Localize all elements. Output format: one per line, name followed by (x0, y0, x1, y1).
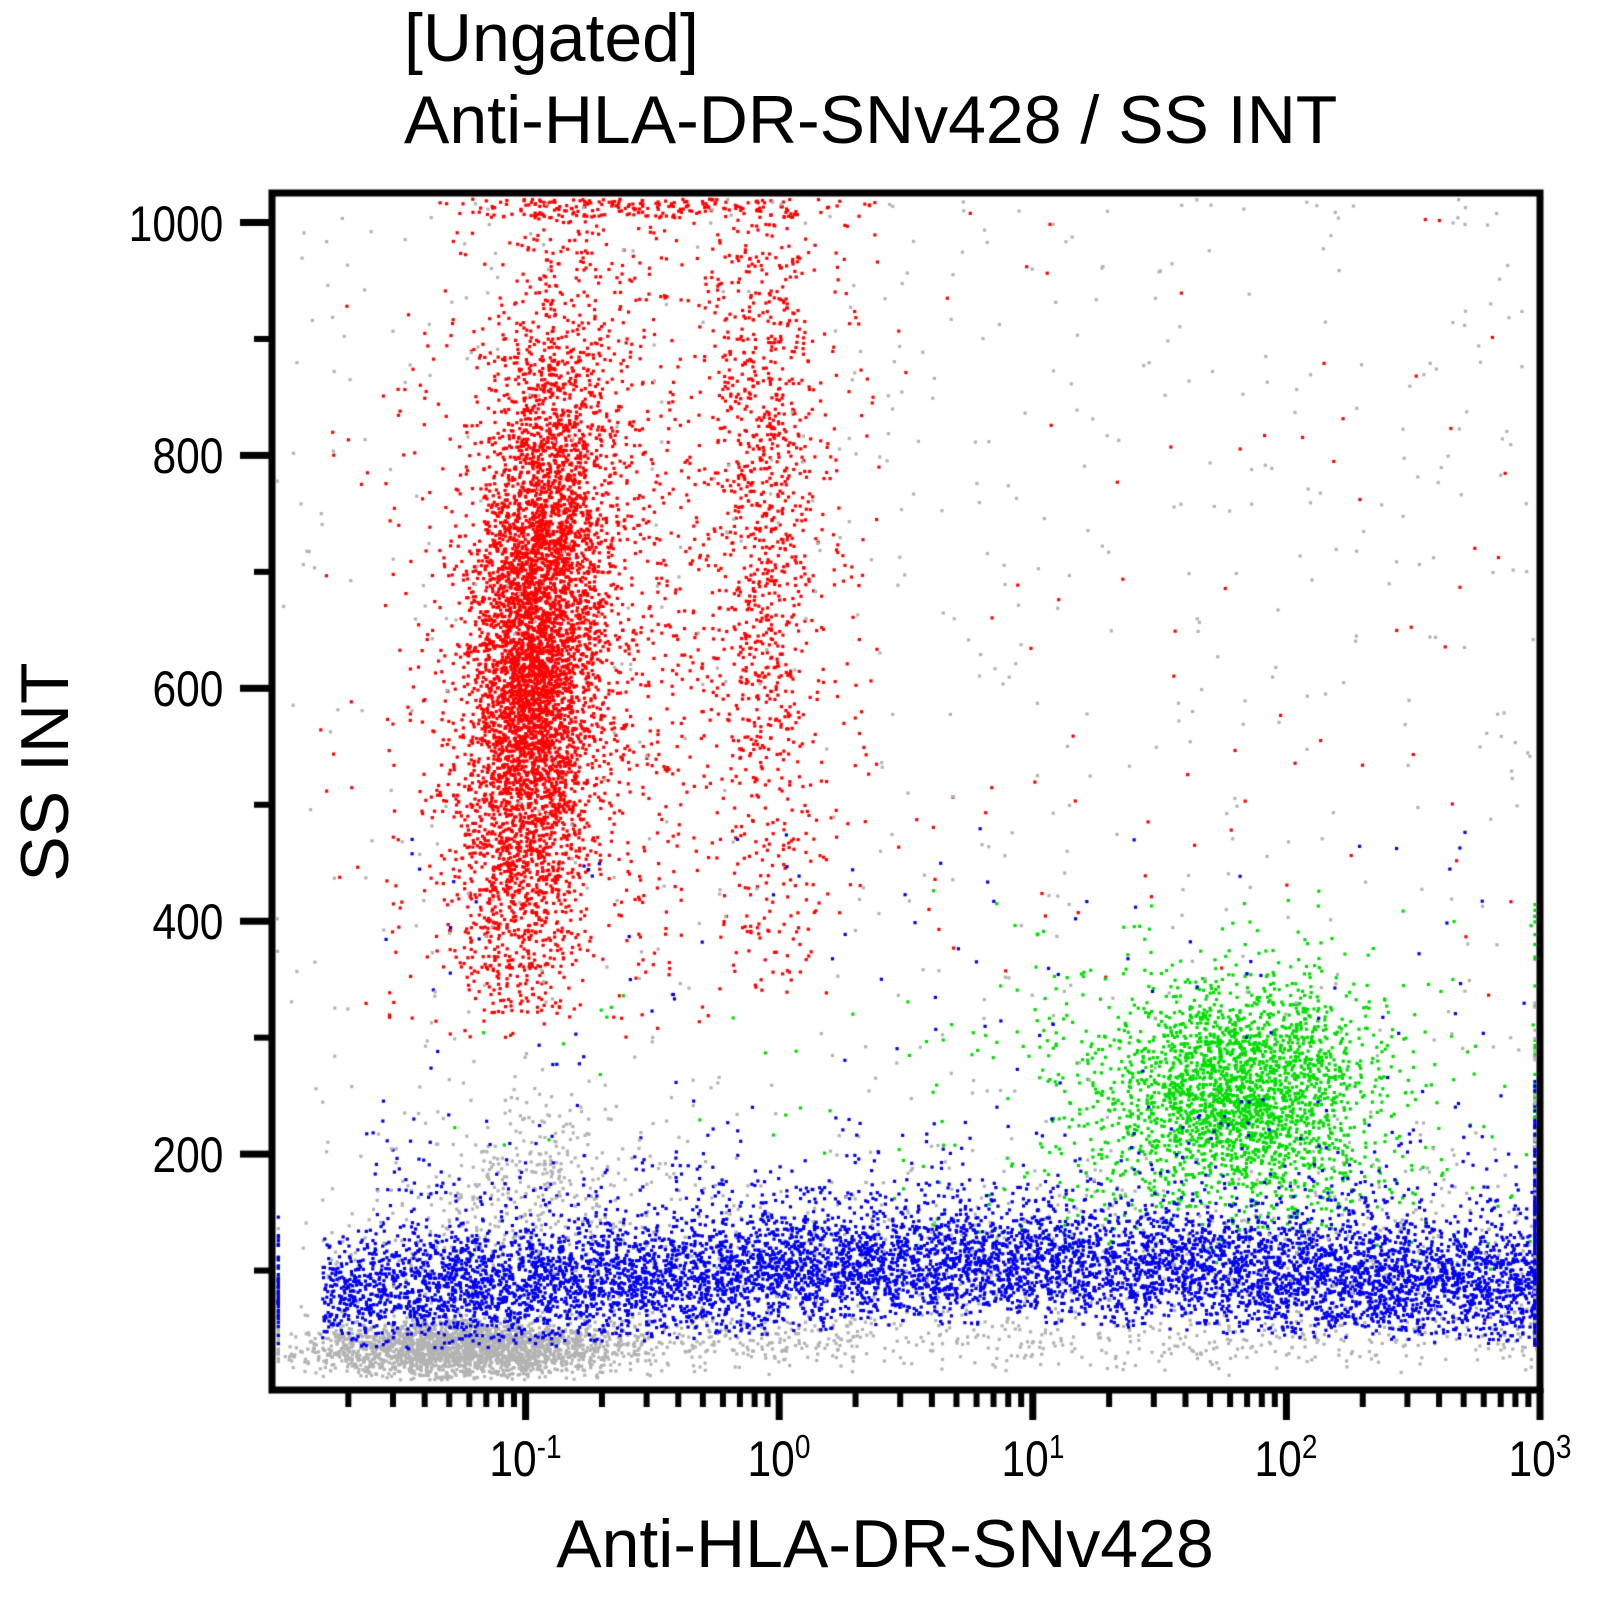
x-tick-label-10e2: 102 (1254, 1428, 1318, 1487)
x-tick-label-10e3: 103 (1508, 1428, 1572, 1487)
y-tick-label-600: 600 (152, 661, 223, 718)
gate-name: [Ungated] (404, 0, 699, 76)
x-tick-label-10e0: 100 (747, 1428, 811, 1487)
x-axis-label: Anti-HLA-DR-SNv428 (556, 1506, 1214, 1582)
chart-title: [Ungated] Anti-HLA-DR-SNv428 / SS INT (404, 0, 1337, 161)
y-tick-label-200: 200 (152, 1127, 223, 1184)
y-tick-label-400: 400 (152, 894, 223, 951)
y-tick-label-1000: 1000 (128, 195, 223, 252)
parameter-pair-title: Anti-HLA-DR-SNv428 / SS INT (404, 82, 1338, 158)
x-tick-label-10e1: 101 (1001, 1428, 1065, 1487)
y-tick-label-800: 800 (152, 428, 223, 485)
x-tick-label-10e-1: 10-1 (489, 1428, 562, 1487)
